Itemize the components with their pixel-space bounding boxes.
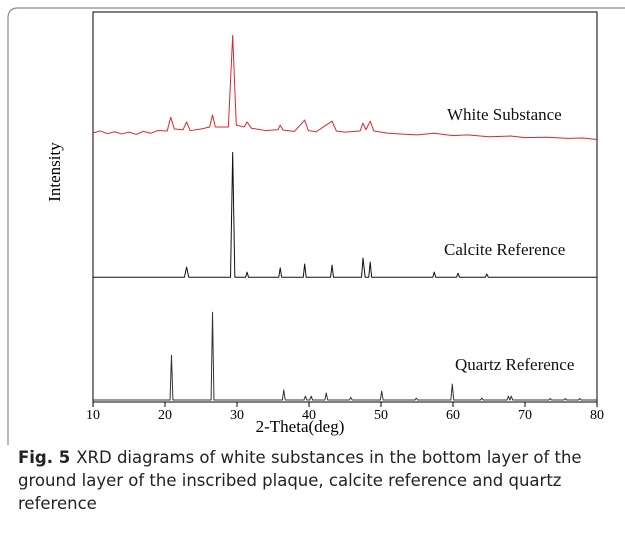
- x-axis-label: 2-Theta(deg): [256, 417, 345, 436]
- caption-label: Fig. 5: [18, 448, 71, 467]
- x-tick-label: 40: [302, 408, 316, 423]
- x-tick-label: 60: [446, 408, 460, 423]
- x-tick-label: 70: [518, 408, 532, 423]
- x-tick-label: 10: [86, 408, 100, 423]
- series-label: Calcite Reference: [444, 240, 565, 259]
- frame: [7, 7, 625, 445]
- plot-frame: [92, 11, 598, 403]
- x-tick-label: 30: [230, 408, 244, 423]
- y-axis-label: Intensity: [45, 142, 64, 202]
- caption-text: XRD diagrams of white substances in the …: [18, 448, 582, 513]
- x-tick-label: 50: [374, 408, 388, 423]
- series-label: White Substance: [447, 105, 562, 124]
- series-label: Quartz Reference: [455, 355, 574, 374]
- series-line: [93, 151, 597, 278]
- x-tick-label: 20: [158, 408, 172, 423]
- series-line: [93, 311, 597, 401]
- chart: 2-Theta(deg) Intensity 10 20 30 40 50 60 70 80 W…: [7, 7, 625, 445]
- caption: Fig. 5 XRD diagrams of white substances i…: [18, 446, 613, 515]
- series-line: [92, 34, 598, 141]
- x-tick-label: 80: [590, 408, 604, 423]
